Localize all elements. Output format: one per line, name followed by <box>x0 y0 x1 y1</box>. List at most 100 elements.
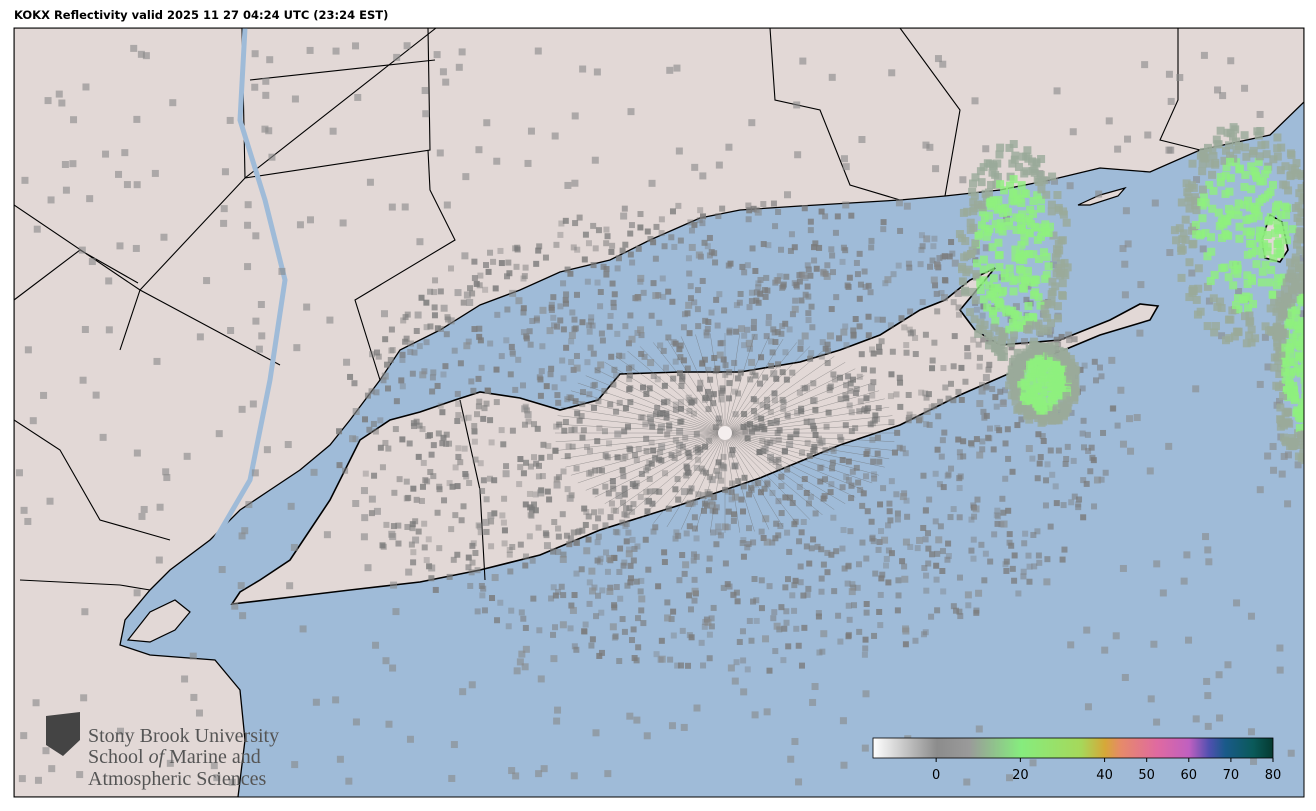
echo <box>679 377 686 384</box>
echo <box>874 316 881 323</box>
echo <box>775 498 782 505</box>
echo <box>380 377 387 384</box>
echo <box>508 343 515 350</box>
echo <box>522 501 529 508</box>
echo <box>1062 391 1071 400</box>
echo <box>1248 276 1257 285</box>
echo <box>476 325 483 332</box>
echo <box>1036 559 1043 566</box>
echo <box>982 194 991 203</box>
echo <box>812 510 819 517</box>
echo <box>672 358 679 365</box>
echo <box>968 246 977 255</box>
echo <box>955 304 962 311</box>
echo <box>997 388 1004 395</box>
echo <box>527 511 534 518</box>
echo <box>462 471 469 478</box>
echo <box>647 236 654 243</box>
radial <box>652 432 726 524</box>
echo <box>680 488 688 496</box>
echo <box>958 234 967 243</box>
echo <box>914 545 921 552</box>
echo <box>703 502 710 509</box>
echo <box>441 497 448 504</box>
echo <box>887 517 894 524</box>
echo <box>590 382 597 389</box>
echo <box>402 338 409 345</box>
echo <box>1083 626 1091 634</box>
echo <box>643 732 651 740</box>
echo <box>916 415 924 423</box>
echo <box>616 399 623 406</box>
echo <box>813 265 820 272</box>
echo <box>263 446 271 454</box>
echo <box>1307 394 1315 402</box>
echo <box>661 549 668 556</box>
echo <box>805 585 812 592</box>
echo <box>807 493 814 500</box>
echo <box>458 48 466 56</box>
echo <box>977 178 986 187</box>
echo <box>985 434 992 441</box>
echo <box>859 502 866 509</box>
echo <box>1307 441 1315 449</box>
echo <box>957 473 964 480</box>
echo <box>783 608 790 615</box>
echo <box>740 657 747 664</box>
echo <box>981 189 990 198</box>
echo <box>1263 247 1272 256</box>
echo <box>1212 135 1221 144</box>
echo <box>550 314 557 321</box>
echo <box>939 437 946 444</box>
echo <box>468 681 476 689</box>
echo <box>1054 264 1063 273</box>
echo <box>1261 169 1270 178</box>
echo <box>1034 293 1043 302</box>
echo <box>1222 146 1231 155</box>
radial <box>724 342 798 434</box>
echo <box>815 613 822 620</box>
echo <box>625 365 632 372</box>
echo <box>642 536 649 543</box>
echo <box>361 514 369 522</box>
echo <box>748 289 755 296</box>
echo <box>688 485 695 492</box>
echo <box>1269 290 1278 299</box>
echo <box>1299 450 1304 459</box>
echo <box>1231 125 1240 134</box>
echo <box>778 246 785 253</box>
echo <box>454 390 461 397</box>
echo <box>830 447 837 454</box>
echo <box>46 497 54 505</box>
echo <box>817 464 824 471</box>
echo <box>1206 277 1215 286</box>
echo <box>1275 297 1284 306</box>
echo <box>1233 294 1242 303</box>
echo <box>539 343 546 350</box>
echo <box>439 440 446 447</box>
echo <box>1285 380 1294 389</box>
echo <box>925 391 932 398</box>
echo <box>1081 444 1088 451</box>
echo <box>151 169 159 177</box>
echo <box>1281 351 1290 360</box>
echo <box>533 460 540 467</box>
echo <box>1252 260 1261 269</box>
echo <box>879 316 886 323</box>
echo <box>1204 546 1212 554</box>
echo <box>1159 589 1167 597</box>
echo <box>1209 152 1218 161</box>
echo <box>912 351 919 358</box>
echo <box>842 392 849 399</box>
echo <box>818 588 825 595</box>
echo <box>1290 395 1299 404</box>
echo <box>1059 412 1068 421</box>
echo <box>982 232 991 241</box>
echo <box>1280 285 1289 294</box>
echo <box>1273 239 1282 248</box>
echo <box>763 274 770 281</box>
echo <box>760 201 767 208</box>
echo <box>860 490 867 497</box>
echo <box>980 320 989 329</box>
echo <box>983 303 992 312</box>
